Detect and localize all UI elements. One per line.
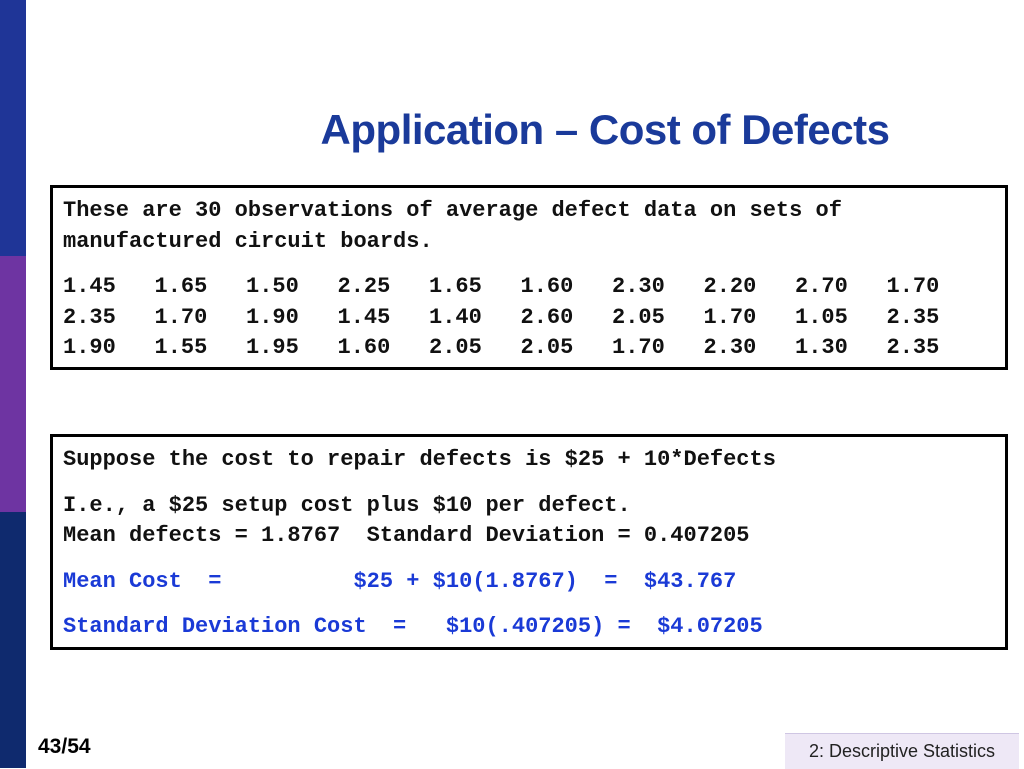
page-number: 43/54 [38,735,91,758]
observation-value: 2.70 [795,274,848,299]
observation-value: 2.60 [520,304,574,330]
observation-value: 1.30 [795,335,848,360]
observation-value: 1.70 [612,335,665,360]
observation-value: 2.05 [612,304,665,330]
cost-box: Suppose the cost to repair defects is $2… [50,434,1008,650]
mean-cost-line: Mean Cost = $25 + $10(1.8767) = $43.767 [63,568,737,594]
chapter-footer: 2: Descriptive Statistics [785,733,1019,769]
observation-value: 1.55 [154,335,208,360]
observation-value: 1.90 [63,335,116,360]
observation-value: 1.50 [246,274,299,299]
observation-value: 2.30 [703,335,757,360]
intro-line-2: manufactured circuit boards. [63,228,433,254]
observation-value: 1.70 [154,304,208,330]
observation-value: 1.65 [429,274,482,299]
sd-cost-line: Standard Deviation Cost = $10(.407205) =… [63,614,763,639]
observation-value: 1.40 [429,304,482,330]
observation-value: 1.70 [703,304,757,330]
observation-value: 2.05 [429,335,482,360]
observation-value: 2.20 [703,274,757,299]
observations-row: 2.35 1.70 1.90 1.45 1.40 2.60 2.05 1.70 … [63,303,995,334]
observation-value: 1.45 [63,274,116,299]
observations-row: 1.90 1.55 1.95 1.60 2.05 2.05 1.70 2.30 … [63,333,995,364]
data-box: These are 30 observations of average def… [50,185,1008,370]
setup-cost-line: I.e., a $25 setup cost plus $10 per defe… [63,492,631,518]
mean-sd-line: Mean defects = 1.8767 Standard Deviation… [63,523,750,548]
observation-value: 1.95 [246,335,299,360]
observation-value: 2.25 [337,274,391,299]
observation-value: 2.35 [63,304,116,330]
observation-value: 1.70 [886,274,940,299]
observation-value: 2.30 [612,274,665,299]
slide-title: Application – Cost of Defects [320,106,890,153]
observation-value: 2.35 [886,304,940,330]
side-bar-bottom-segment [0,512,26,768]
side-color-bar [0,0,26,768]
observations-table: 1.45 1.65 1.50 2.25 1.65 1.60 2.30 2.20 … [63,272,995,364]
observation-value: 1.90 [246,304,299,330]
observation-value: 1.45 [337,304,391,330]
observation-value: 1.60 [337,335,391,360]
suppose-line: Suppose the cost to repair defects is $2… [63,447,776,472]
observation-value: 1.65 [154,274,208,299]
side-bar-top-segment [0,0,26,256]
observation-value: 2.35 [886,335,940,360]
observation-value: 2.05 [520,335,574,360]
observation-value: 1.60 [520,274,574,299]
observation-value: 1.05 [795,304,848,330]
side-bar-middle-segment [0,256,26,512]
observations-row: 1.45 1.65 1.50 2.25 1.65 1.60 2.30 2.20 … [63,272,995,303]
intro-line-1: These are 30 observations of average def… [63,198,842,223]
